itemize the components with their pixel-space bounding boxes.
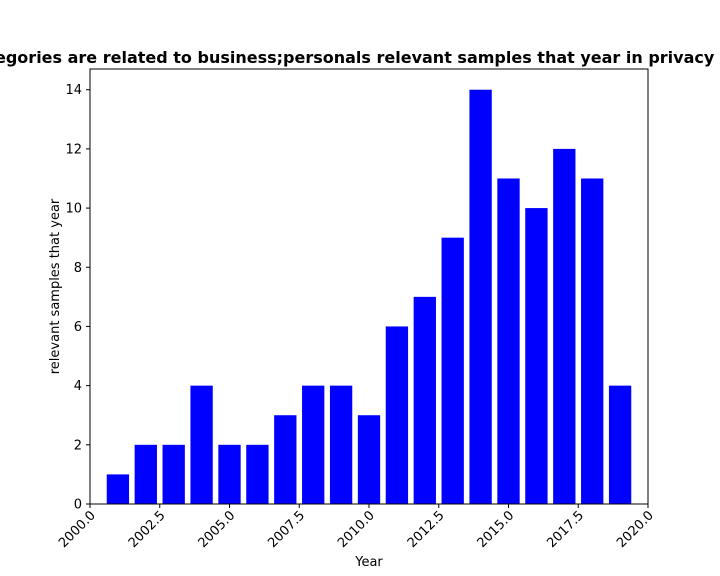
y-tick-label: 2 <box>74 438 82 453</box>
bar <box>581 178 604 504</box>
bar <box>329 385 353 504</box>
y-tick-label: 4 <box>74 379 82 394</box>
bar <box>302 385 325 504</box>
bar <box>553 148 576 505</box>
bar <box>469 89 492 504</box>
x-tick-label: 2010.0 <box>335 508 378 551</box>
x-tick-label: 2012.5 <box>405 508 448 551</box>
x-tick-label: 2000.0 <box>56 508 99 551</box>
y-axis-ticks: 0 2 4 6 8 10 12 14 <box>65 83 90 513</box>
x-tick-label: 2020.0 <box>614 508 657 551</box>
bar <box>190 385 213 504</box>
bar <box>413 296 436 504</box>
y-tick-label: 10 <box>65 202 82 217</box>
y-tick-label: 6 <box>74 320 82 335</box>
x-tick-label: 2007.5 <box>265 508 308 551</box>
bar <box>162 444 185 504</box>
x-tick-label: 2017.5 <box>544 508 587 551</box>
x-axis-label: Year <box>354 555 383 570</box>
bar <box>385 326 409 504</box>
bar <box>525 208 548 504</box>
bar <box>218 444 241 504</box>
y-tick-label: 8 <box>74 261 82 276</box>
x-axis-ticks: 2000.0 2002.5 2005.0 2007.5 2010.0 2012.5 2015… <box>56 504 657 551</box>
y-tick-label: 14 <box>65 83 82 98</box>
bar <box>357 415 381 504</box>
bar <box>246 444 269 504</box>
bar <box>441 237 464 504</box>
chart-title: Categories are related to business;perso… <box>0 48 720 67</box>
x-tick-label: 2002.5 <box>126 508 169 551</box>
y-axis-label: relevant samples that year <box>48 198 63 374</box>
bar <box>106 474 130 504</box>
y-tick-label: 12 <box>65 142 82 157</box>
bars-group <box>106 89 632 505</box>
y-tick-label: 0 <box>74 498 82 513</box>
bar <box>134 444 157 504</box>
x-tick-label: 2015.0 <box>475 508 518 551</box>
x-tick-label: 2005.0 <box>196 508 239 551</box>
bar <box>274 415 297 504</box>
bar <box>608 385 632 504</box>
bar <box>497 178 520 504</box>
